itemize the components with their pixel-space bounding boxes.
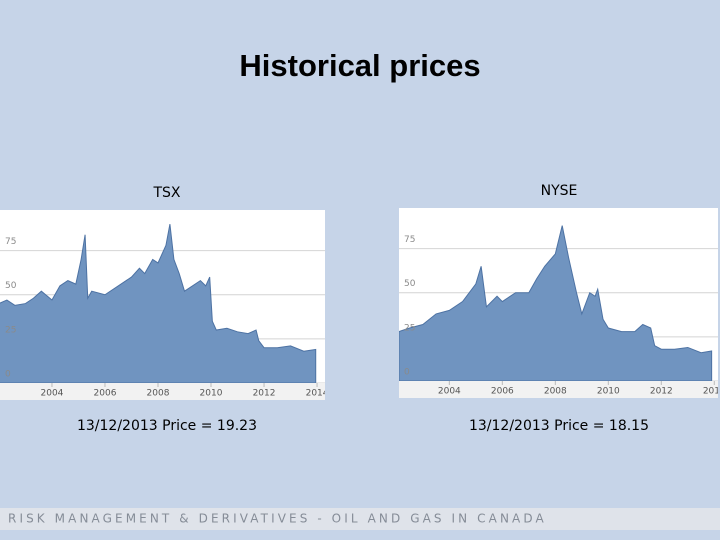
x-tick-label: 2006 [94, 389, 117, 399]
chart: 0 25 50 75 2004 2006 2008 2010 2012 2014 [0, 210, 329, 400]
x-axis-band [399, 381, 718, 398]
x-axis-band [0, 383, 325, 400]
x-tick-label: 2012 [253, 389, 276, 399]
x-tick-label: 2004 [438, 387, 461, 397]
y-tick-label: 25 [5, 325, 16, 335]
x-tick-label: 2012 [650, 387, 673, 397]
y-tick-label: 25 [404, 323, 415, 333]
y-tick-label: 50 [5, 281, 17, 291]
y-tick-label: 0 [5, 370, 11, 380]
footer-text: RISK MANAGEMENT & DERIVATIVES - OIL AND … [8, 512, 547, 526]
price-area [0, 224, 317, 384]
x-tick-label: 2006 [491, 387, 514, 397]
x-tick-label: 2004 [41, 389, 64, 399]
chart: 0 25 50 75 2004 2006 2008 2010 2012 2014 [399, 208, 720, 398]
footer-band [0, 508, 720, 530]
x-tick-label: 2014 [306, 389, 329, 399]
x-tick-label: 2008 [147, 389, 170, 399]
chart-title: TSX [152, 185, 180, 201]
y-tick-label: 75 [5, 237, 16, 247]
x-tick-label: 2010 [597, 387, 620, 397]
y-tick-label: 50 [404, 279, 416, 289]
y-tick-label: 0 [404, 368, 410, 378]
y-tick-label: 75 [404, 235, 415, 245]
chart-title: NYSE [541, 183, 578, 199]
price-note: 13/12/2013 Price = 18.15 [469, 418, 649, 434]
price-area [399, 225, 713, 382]
x-tick-label: 2010 [200, 389, 223, 399]
x-tick-label: 2008 [544, 387, 567, 397]
x-tick-label: 2014 [703, 387, 720, 397]
slide-title: Historical prices [239, 48, 480, 83]
price-note: 13/12/2013 Price = 19.23 [77, 418, 257, 434]
